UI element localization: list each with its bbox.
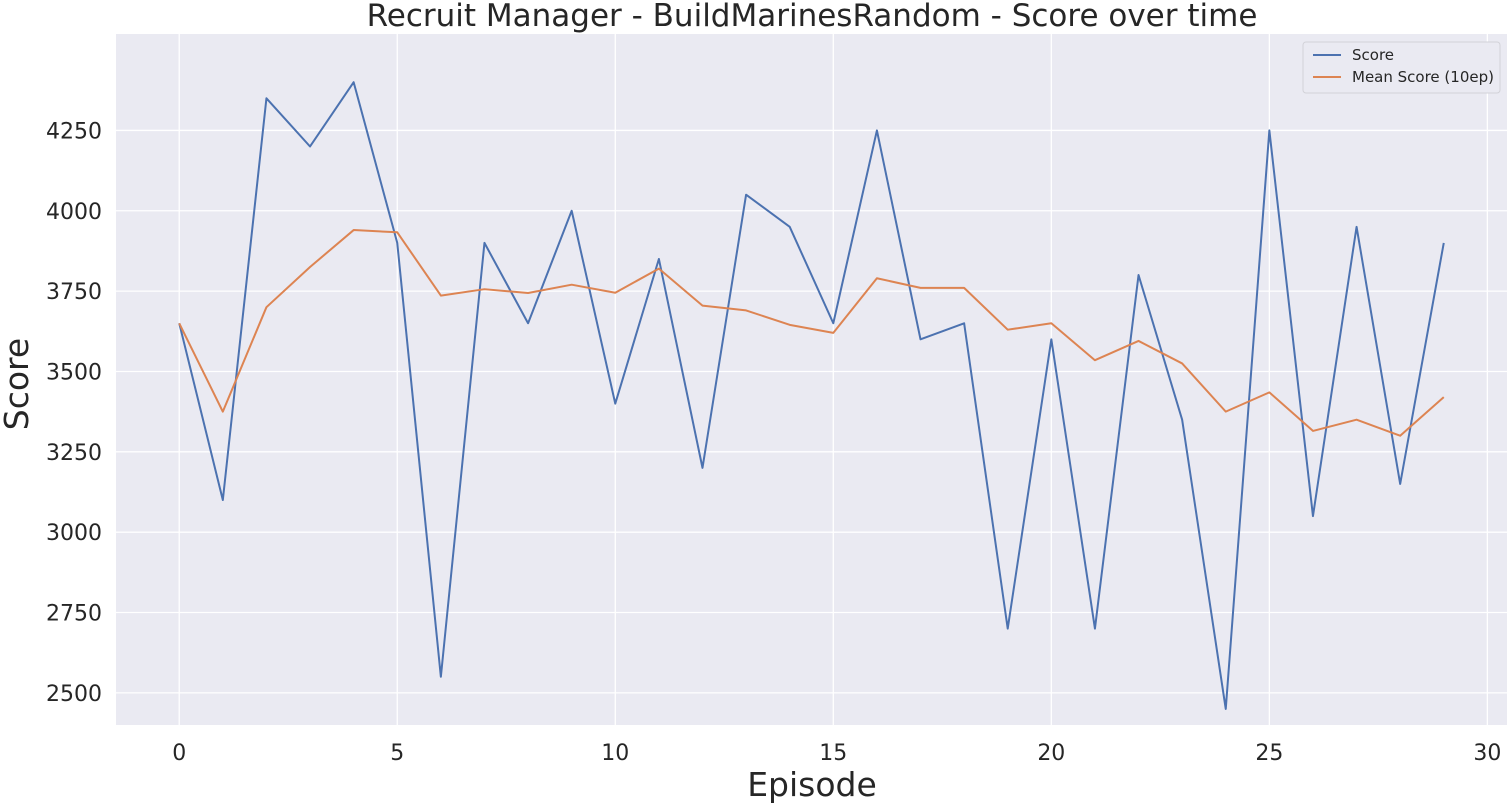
x-tick-label: 10 <box>601 741 629 766</box>
series-line-mean-score-10ep <box>178 229 1445 437</box>
y-tick-label: 4250 <box>46 119 102 144</box>
legend-box <box>1302 41 1501 94</box>
x-tick-label: 15 <box>819 741 847 766</box>
y-tick-label: 4000 <box>46 200 102 225</box>
x-tick-label: 25 <box>1255 741 1283 766</box>
chart-title: Recruit Manager - BuildMarinesRandom - S… <box>367 0 1258 34</box>
x-tick-label: 20 <box>1037 741 1065 766</box>
y-tick-label: 3500 <box>46 360 102 385</box>
y-axis-label: Score <box>0 338 36 430</box>
x-axis-label: Episode <box>747 765 877 803</box>
legend-label-mean-score: Mean Score (10ep) <box>1352 68 1494 86</box>
series-lines <box>178 81 1445 710</box>
y-tick-label: 2750 <box>46 602 102 627</box>
x-tick-label: 0 <box>172 741 186 766</box>
x-axis-ticks: 0 5 10 15 20 25 30 <box>172 741 1501 766</box>
y-tick-label: 3000 <box>46 521 102 546</box>
x-tick-label: 30 <box>1473 741 1501 766</box>
legend-label-score: Score <box>1352 46 1394 64</box>
x-tick-label: 5 <box>390 741 404 766</box>
y-tick-label: 3250 <box>46 441 102 466</box>
y-tick-label: 3750 <box>46 280 102 305</box>
series-line-score <box>178 81 1445 710</box>
grid-lines <box>116 34 1507 725</box>
y-tick-label: 2500 <box>46 682 102 707</box>
plot-area-background <box>116 34 1507 725</box>
legend: Score Mean Score (10ep) <box>1302 41 1501 94</box>
y-axis-ticks: 2500 2750 3000 3250 3500 3750 4000 4250 <box>46 119 102 706</box>
